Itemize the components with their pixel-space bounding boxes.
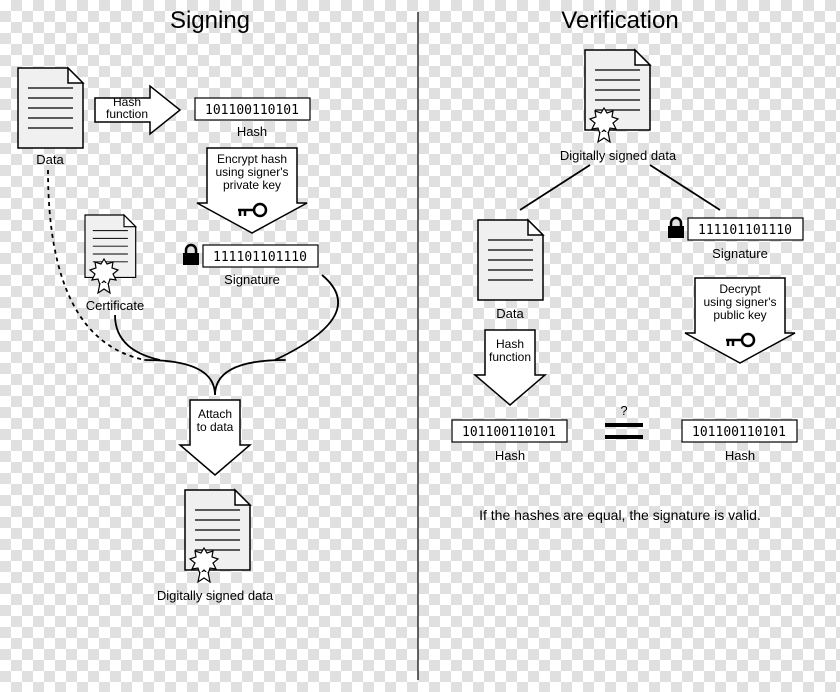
v-signed-label: Digitally signed data — [560, 148, 677, 163]
v-hash-right-label: Hash — [725, 448, 755, 463]
verification-title: Verification — [561, 7, 678, 34]
signature-label: Signature — [224, 272, 280, 287]
lock-icon — [183, 245, 199, 265]
svg-text:111101101110: 111101101110 — [213, 250, 307, 265]
svg-text:?: ? — [620, 403, 627, 418]
signing-title: Signing — [170, 7, 250, 34]
signed-label: Digitally signed data — [157, 588, 274, 603]
v-data-label: Data — [496, 306, 524, 321]
hash-box: 101100110101 — [195, 98, 310, 120]
svg-text:101100110101: 101100110101 — [462, 425, 556, 440]
v-signed-doc — [585, 50, 650, 142]
conclusion: If the hashes are equal, the signature i… — [479, 507, 761, 523]
certificate-label: Certificate — [86, 298, 145, 313]
signed-doc — [185, 490, 250, 582]
svg-text:111101101110: 111101101110 — [698, 223, 792, 238]
hash-label: Hash — [237, 124, 267, 139]
svg-text:101100110101: 101100110101 — [692, 425, 786, 440]
v-hash-arrow: Hashfunction — [475, 330, 545, 405]
svg-text:Attachto data: Attachto data — [197, 407, 234, 434]
data-label: Data — [36, 152, 64, 167]
document-icon — [18, 68, 83, 148]
signature-box: 111101101110 — [183, 245, 318, 267]
certificate — [85, 215, 136, 293]
encrypt-arrow: Encrypt hashusing signer'sprivate key — [197, 148, 307, 233]
brace-join — [145, 360, 285, 395]
sig-curve — [275, 275, 338, 360]
v-hash-right: 101100110101 — [682, 420, 797, 442]
svg-text:Encrypt hashusing signer'spriv: Encrypt hashusing signer'sprivate key — [216, 152, 289, 192]
v-hash-left: 101100110101 — [452, 420, 567, 442]
split-left — [520, 165, 590, 210]
cert-curve — [115, 315, 160, 360]
v-signature-box: 111101101110 — [668, 218, 803, 240]
equals-compare: ? — [605, 403, 643, 437]
attach-arrow: Attachto data — [180, 400, 250, 475]
v-hash-left-label: Hash — [495, 448, 525, 463]
lock-icon — [668, 218, 684, 238]
hash-function-arrow: Hashfunction — [95, 86, 180, 134]
v-decrypt-arrow: Decryptusing signer'spublic key — [685, 278, 795, 363]
svg-text:101100110101: 101100110101 — [205, 103, 299, 118]
document-icon — [478, 220, 543, 300]
split-right — [650, 165, 720, 210]
v-signature-label: Signature — [712, 246, 768, 261]
